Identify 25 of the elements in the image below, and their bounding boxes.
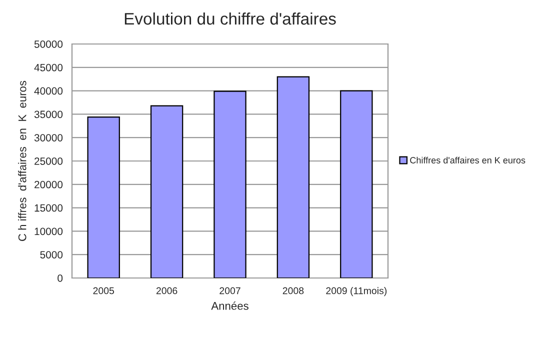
bar xyxy=(340,90,373,278)
y-tick-label: 5000 xyxy=(40,251,63,258)
bar xyxy=(87,116,120,278)
bar xyxy=(214,90,246,278)
y-tick-label: 0 xyxy=(58,274,63,282)
x-tick-label: 2006 xyxy=(156,287,178,294)
y-tick-label: 45000 xyxy=(34,64,63,72)
y-tick-label: 35000 xyxy=(34,110,63,118)
y-tick-label: 15000 xyxy=(34,204,63,212)
x-axis-title: Années xyxy=(211,302,248,310)
y-axis-title: C h iffres d'affaires en K euros xyxy=(18,80,26,241)
x-tick-label: 2009 (11mois) xyxy=(326,287,387,296)
x-tick-label: 2008 xyxy=(282,287,304,294)
y-tick-label: 25000 xyxy=(34,158,63,165)
y-tick-label: 20000 xyxy=(34,180,63,188)
y-tick-label: 40000 xyxy=(34,87,63,95)
x-tick-label: 2007 xyxy=(220,287,240,294)
bar xyxy=(276,76,310,278)
y-tick-label: 10000 xyxy=(34,228,63,236)
chart-title: Evolution du chiffre d'affaires xyxy=(124,12,336,25)
bar xyxy=(150,105,184,278)
y-tick-label: 30000 xyxy=(34,134,63,142)
x-tick-label: 2005 xyxy=(93,287,114,294)
y-tick-label: 50000 xyxy=(34,40,63,48)
legend-label: Chiffres d'affaires en K euros xyxy=(410,156,526,164)
